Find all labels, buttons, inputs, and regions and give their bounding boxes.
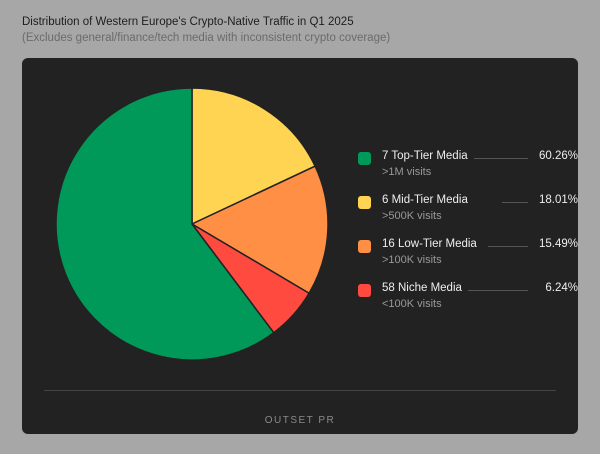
legend-label: 6 Mid-Tier Media [382,194,468,206]
legend-swatch [358,152,371,165]
legend-item: 6 Mid-Tier Media 18.01% >500K visits [358,194,578,234]
pie-slice [191,87,317,226]
legend-item: 16 Low-Tier Media 15.49% >100K visits [358,238,578,278]
legend-sublabel: <100K visits [382,298,442,310]
legend-leader-line [502,202,528,203]
legend-leader-line [468,290,528,291]
legend-leader-line [474,158,528,159]
legend-item: 58 Niche Media 6.24% <100K visits [358,282,578,322]
legend-percent: 18.01% [538,194,578,206]
legend-swatch [358,240,371,253]
legend-sublabel: >500K visits [382,210,442,222]
legend-sublabel: >1M visits [382,166,432,178]
pie-slice [190,165,329,295]
legend-percent: 6.24% [545,282,578,294]
legend-sublabel: >100K visits [382,254,442,266]
chart-subtitle: (Excludes general/finance/tech media wit… [22,32,391,44]
legend-label: 16 Low-Tier Media [382,238,477,250]
chart-title: Distribution of Western Europe's Crypto-… [22,16,354,28]
legend-label: 7 Top-Tier Media [382,150,468,162]
legend-leader-line [488,246,528,247]
legend-item: 7 Top-Tier Media 60.26% >1M visits [358,150,578,190]
legend-percent: 15.49% [538,238,578,250]
chart-card: 7 Top-Tier Media 60.26% >1M visits 6 Mid… [22,58,578,434]
legend-label: 58 Niche Media [382,282,462,294]
pie-chart [55,87,329,361]
outset-pr-logo: OUTSET PR [264,415,336,426]
legend-swatch [358,196,371,209]
divider [44,390,556,391]
pie-slice [55,87,275,361]
legend-swatch [358,284,371,297]
legend-percent: 60.26% [538,150,578,162]
